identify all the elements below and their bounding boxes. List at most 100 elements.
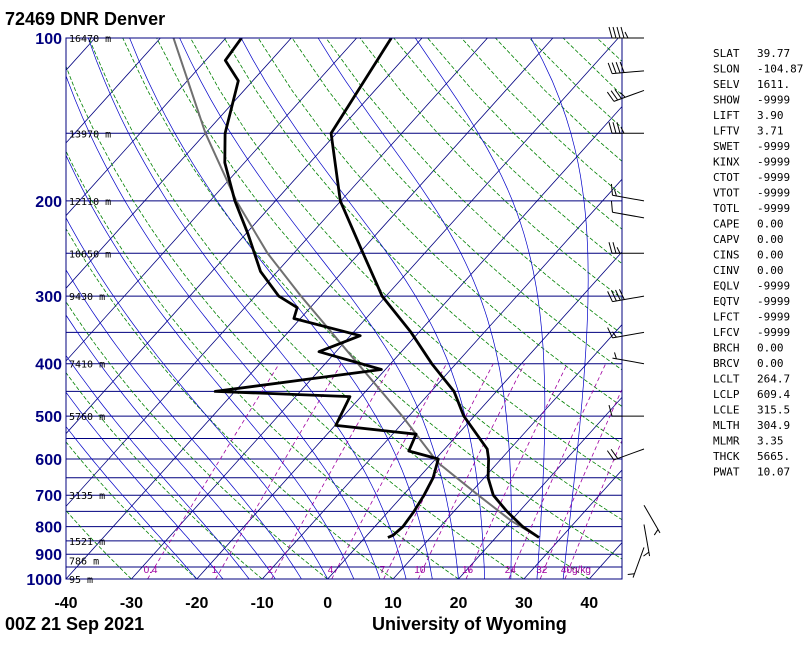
wind-barb <box>606 448 645 461</box>
pressure-tick-label: 300 <box>35 289 62 306</box>
wind-barb <box>643 504 661 536</box>
moist-adiabat <box>66 391 224 579</box>
mixing-ratio-line <box>417 363 525 579</box>
isotherm <box>66 38 554 579</box>
moist-adiabat <box>66 217 328 579</box>
isotherm <box>196 105 622 579</box>
temperature-tick-label: -20 <box>185 595 208 612</box>
height-label: 12110 m <box>69 197 111 208</box>
index-name: SLAT <box>713 47 740 60</box>
mixing-ratio-label: 10 <box>414 565 426 576</box>
isotherm <box>523 469 622 579</box>
index-value: 0.00 <box>757 342 784 355</box>
mixing-ratio-label: 4 <box>328 565 334 576</box>
index-name: CAPV <box>713 233 740 246</box>
wind-barb <box>608 242 644 254</box>
index-value: 5665. <box>757 450 790 463</box>
moist-adiabat <box>87 38 407 579</box>
index-value: 0.00 <box>757 357 784 370</box>
index-name: LFCT <box>713 311 740 324</box>
height-label: 95 m <box>69 575 93 586</box>
index-name: LCLE <box>713 404 740 417</box>
pressure-tick-label: 100 <box>35 31 62 48</box>
index-value: 0.00 <box>757 218 784 231</box>
index-value: 3.90 <box>757 109 784 122</box>
mixing-ratio-line <box>564 439 622 579</box>
dry-adiabat <box>66 371 263 579</box>
index-name: EQTV <box>713 295 740 308</box>
temperature-tick-label: -10 <box>251 595 274 612</box>
isotherm <box>66 38 357 362</box>
mixing-ratio-label: g/kg <box>572 565 591 576</box>
isotherm <box>131 38 619 579</box>
index-name: LFTV <box>713 125 740 138</box>
index-name: KINX <box>713 156 740 169</box>
plot-frame <box>65 37 623 580</box>
mixing-ratio-line <box>331 363 447 579</box>
dry-adiabat <box>393 38 622 265</box>
index-value: 609.4 <box>757 388 790 401</box>
isotherm <box>261 178 622 579</box>
index-name: CINS <box>713 249 740 262</box>
index-name: BRCH <box>713 342 740 355</box>
isotherm <box>66 38 488 507</box>
isotherm <box>458 396 622 579</box>
index-value: 39.77 <box>757 47 790 60</box>
temperature-tick-label: -40 <box>54 595 77 612</box>
mixing-ratio-label: 40 <box>561 565 573 576</box>
dry-adiabat <box>122 38 622 560</box>
index-name: MLTH <box>713 419 740 432</box>
dry-adiabat <box>66 301 328 579</box>
height-label: 16470 m <box>69 34 111 45</box>
index-value: -9999 <box>757 171 790 184</box>
dry-adiabat <box>66 65 525 579</box>
index-value: 10.07 <box>757 466 790 479</box>
index-value: 3.35 <box>757 435 784 448</box>
index-name: MLMR <box>713 435 740 448</box>
chart-title: 72469 DNR Denver <box>5 9 165 29</box>
isotherm <box>66 38 423 435</box>
dry-adiabat <box>257 38 622 407</box>
index-value: 1611. <box>757 78 790 91</box>
temperature-tick-label: 0 <box>323 595 332 612</box>
temperature-tick-label: -30 <box>120 595 143 612</box>
height-label: 13970 m <box>69 129 111 140</box>
index-name: PWAT <box>713 466 740 479</box>
moist-adiabat <box>530 38 589 579</box>
index-name: CINV <box>713 264 740 277</box>
mixing-ratio-label: 24 <box>505 565 517 576</box>
moist-adiabat <box>129 38 433 579</box>
dry-adiabat <box>427 38 622 230</box>
pressure-tick-label: 600 <box>35 452 62 469</box>
isotherm <box>66 38 161 144</box>
index-value: 0.00 <box>757 249 784 262</box>
isotherm <box>66 38 227 217</box>
pressure-tick-label: 900 <box>35 547 62 564</box>
pressure-tick-label: 400 <box>35 357 62 374</box>
mixing-ratio-label: 1 <box>212 565 218 576</box>
wind-barb <box>610 200 645 219</box>
dry-adiabat <box>88 38 590 579</box>
index-value: -9999 <box>757 140 790 153</box>
index-value: -9999 <box>757 326 790 339</box>
index-name: TOTL <box>713 202 740 215</box>
moist-adiabat <box>240 38 485 579</box>
dewpoint-line <box>213 38 440 539</box>
dry-adiabat <box>66 150 459 579</box>
temperature-tick-label: 30 <box>515 595 533 612</box>
mixing-ratio-line <box>508 363 607 579</box>
mixing-ratio-label: 32 <box>536 565 548 576</box>
indices-table: SLAT 39.77 SLON -104.87 SELV 1611. SHOW -9999 LI… <box>713 47 803 479</box>
height-label: 10650 m <box>69 249 111 260</box>
wind-barb <box>612 352 645 365</box>
wind-barb <box>627 547 645 578</box>
sounding-profiles <box>172 38 540 539</box>
wind-barb <box>643 524 651 557</box>
wind-barb <box>607 289 645 303</box>
dry-adiabat <box>66 228 394 579</box>
moist-adiabat <box>66 74 381 579</box>
isotherm <box>392 324 622 579</box>
pressure-tick-label: 800 <box>35 520 62 537</box>
height-label: 3135 m <box>69 491 105 502</box>
